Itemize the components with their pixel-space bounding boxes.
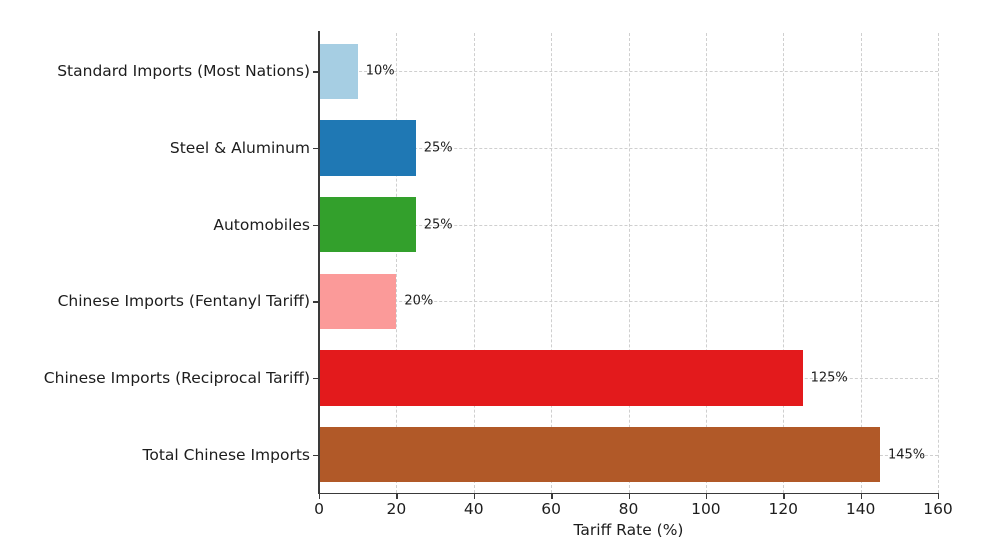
gridline-horizontal (319, 148, 938, 149)
gridline-vertical (860, 33, 862, 493)
x-tick-mark (396, 494, 398, 499)
gridline-vertical (705, 33, 707, 493)
x-tick-label: 160 (923, 500, 953, 518)
bar (319, 197, 416, 253)
x-tick-label: 0 (314, 500, 324, 518)
plot-area: 10% 25% 25% 20% 125% 145% (319, 33, 939, 493)
gridline-vertical (938, 33, 939, 493)
gridline-vertical (396, 33, 398, 493)
gridline-horizontal (319, 224, 938, 226)
y-tick-label: Automobiles (213, 215, 310, 234)
y-tick-mark (313, 301, 318, 303)
y-tick-mark (313, 148, 318, 150)
bar (319, 43, 358, 99)
y-tick-label: Chinese Imports (Reciprocal Tariff) (43, 369, 310, 387)
x-tick-label: 20 (386, 500, 407, 518)
bar (319, 350, 803, 406)
y-tick-mark (313, 71, 318, 73)
bar-value-label: 20% (404, 293, 434, 309)
gridline-horizontal (319, 301, 938, 303)
gridline-vertical (783, 33, 785, 493)
x-tick-mark (628, 494, 630, 499)
bar (319, 427, 880, 483)
x-tick-mark (705, 494, 708, 499)
x-tick-label: 80 (618, 500, 639, 518)
gridline-vertical (628, 33, 630, 493)
y-tick-label: Total Chinese Imports (142, 445, 311, 464)
y-tick-label: Chinese Imports (Fentanyl Tariff) (57, 292, 310, 311)
x-tick-mark (938, 494, 940, 499)
x-tick-mark (783, 494, 785, 499)
y-tick-mark (313, 224, 318, 227)
gridline-horizontal (319, 71, 938, 73)
x-axis-spine (318, 492, 939, 495)
y-tick-label: Standard Imports (Most Nations) (57, 62, 310, 81)
y-tick-mark (313, 454, 318, 457)
x-tick-label: 40 (463, 500, 484, 518)
x-axis-title: Tariff Rate (%) (573, 521, 684, 539)
bar-value-label: 10% (365, 63, 395, 79)
bar-value-label: 125% (810, 370, 848, 386)
x-tick-label: 120 (768, 500, 799, 518)
bar-value-label: 25% (423, 217, 453, 233)
y-tick-mark (313, 378, 318, 380)
y-tick-label: Steel & Aluminum (169, 139, 310, 157)
y-axis-spine (318, 31, 320, 494)
bar-value-label: 145% (887, 447, 926, 463)
gridline-vertical (473, 33, 475, 493)
x-tick-mark (551, 494, 553, 499)
x-tick-mark (473, 494, 476, 499)
bar-value-label: 25% (423, 140, 453, 156)
x-tick-label: 60 (541, 500, 561, 518)
x-tick-label: 140 (845, 500, 876, 518)
bar (319, 120, 416, 176)
x-tick-mark (319, 494, 321, 499)
bar (319, 273, 397, 329)
x-tick-label: 100 (691, 500, 721, 518)
gridline-vertical (551, 33, 553, 493)
x-tick-mark (860, 494, 863, 499)
